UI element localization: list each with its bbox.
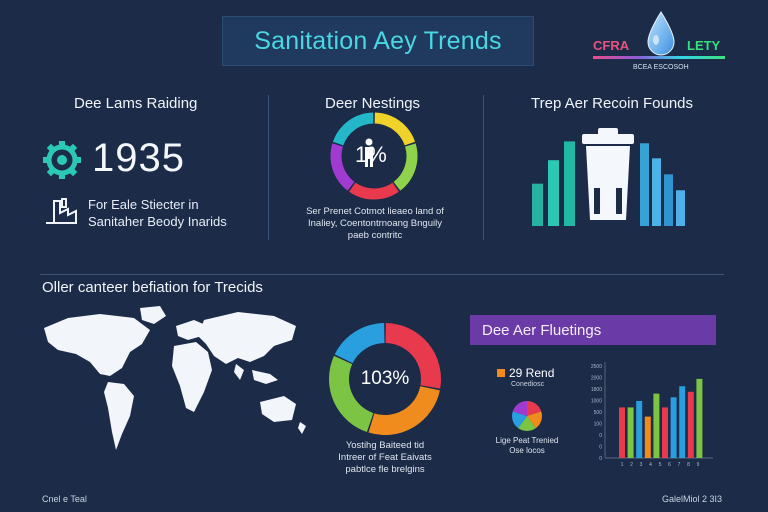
y-tick-label: 1000 [591, 399, 602, 405]
fluetings-heading: Dee Aer Fluetings [470, 315, 716, 345]
panel1-desc-line2: Sanitaher Beody Inarids [88, 214, 227, 229]
panel3-bar [664, 174, 673, 226]
pie-slice [512, 401, 527, 416]
donut-segment [334, 323, 386, 364]
panel2-note: Ser Prenet Cotmot lieaeo land of Inaliey… [290, 206, 460, 242]
panel1-value: 1935 [92, 136, 185, 180]
pie-slice [512, 411, 527, 429]
y-tick-label: 500 [594, 410, 603, 416]
donut-value: 103% [360, 368, 410, 389]
bar [627, 407, 634, 458]
panel1-description: For Eale Stiecter in Sanitaher Beody Ina… [88, 196, 227, 230]
ring-segment [330, 143, 355, 191]
x-tick-label: 6 [668, 462, 671, 468]
bar [619, 407, 625, 458]
bar [687, 391, 694, 458]
panel3-bar [548, 160, 559, 226]
bar [696, 378, 703, 458]
pie-caption: Lige Peat Trenied Ose locos [485, 436, 569, 456]
y-tick-label: 2000 [591, 376, 602, 382]
x-tick-label: 1 [621, 462, 624, 468]
pie-slice [518, 416, 536, 431]
panel2-note-line2: Inaliey, Coentontrnoang Bnguily [308, 218, 442, 229]
x-tick-label: 7 [678, 462, 681, 468]
brand-name-left: CFRA [593, 38, 630, 53]
x-tick-label: 8 [687, 462, 690, 468]
brand-subtitle: BCEA ESCOSOH [633, 64, 689, 71]
footer-left: Cnel e Teal [42, 494, 87, 504]
pie-slice [527, 401, 542, 416]
donut-caption-line1: Yostihg Baiteed tid [345, 440, 425, 451]
x-tick-label: 3 [640, 462, 643, 468]
brand-underline [593, 56, 725, 59]
y-tick-label: 0 [599, 456, 602, 462]
world-map [44, 306, 306, 450]
donut-segment [385, 323, 441, 389]
water-drop-icon [647, 11, 675, 56]
section-divider [40, 274, 724, 275]
panel3-bar-graphic [532, 128, 685, 226]
bar [644, 416, 651, 458]
mini-pie-chart [512, 401, 542, 431]
brand-name-right: LETY [687, 38, 721, 53]
x-tick-label: 2 [630, 462, 633, 468]
pie-caption-line1: Lige Peat Trenied [495, 436, 559, 445]
donut-caption-line3: pabtlce fle brelgins [345, 464, 425, 475]
x-tick-label: 5 [659, 462, 662, 468]
footer-right: GalelMiol 2 3I3 [662, 494, 723, 504]
legend-value: 29 Rend [509, 366, 555, 380]
donut-caption: Yostihg Baiteed tid Intreer of Feat Eaiv… [300, 440, 470, 476]
panel3-bar [652, 158, 661, 226]
y-tick-label: 0 [599, 433, 602, 439]
y-tick-label: 2500 [591, 364, 602, 370]
bar [662, 407, 668, 458]
trash-bin-icon [582, 128, 634, 220]
panel3-bar [564, 141, 575, 226]
bar [636, 400, 643, 458]
page-title: Sanitation Aey Trends [222, 16, 534, 66]
person-icon [365, 138, 373, 167]
pie-slice [527, 411, 542, 429]
y-tick-label: 1800 [591, 387, 602, 393]
y-tick-label: 0 [599, 445, 602, 451]
bar [679, 386, 686, 458]
panel2-heading: Deer Nestings [325, 95, 421, 112]
bar [670, 397, 677, 458]
ring-segment [374, 112, 416, 146]
ring-segment [349, 182, 399, 200]
panel1-heading: Dee Lams Raiding [74, 95, 198, 112]
ring-segment [332, 112, 374, 146]
donut-segment [329, 355, 374, 432]
x-tick-label: 9 [697, 462, 700, 468]
panel2-note-line3: paeb contritc [347, 230, 403, 241]
section-heading: Oller canteer befiation for Trecids [42, 279, 263, 296]
donut-chart [329, 323, 441, 435]
factory-icon [46, 198, 77, 224]
panel3-heading: Trep Aer Recoin Founds [531, 95, 694, 112]
x-tick-label: 4 [649, 462, 652, 468]
divider-right [483, 95, 484, 240]
y-tick-label: 100 [594, 422, 603, 428]
panel1-desc-line1: For Eale Stiecter in [88, 197, 199, 212]
panel3-bar [640, 143, 649, 226]
panel2-note-line1: Ser Prenet Cotmot lieaeo land of [306, 206, 444, 217]
ring-segment [393, 143, 418, 191]
divider-left [268, 95, 269, 240]
brand-logo: CFRA LETY BCEA ESCOSOH [593, 10, 733, 76]
panel3-bar [532, 183, 543, 226]
legend-swatch [497, 369, 505, 377]
panel3-bar [676, 190, 685, 226]
gear-icon [43, 141, 81, 179]
panel2-ring-chart [330, 112, 418, 200]
pie-caption-line2: Ose locos [509, 446, 545, 455]
legend-sub: Conediosc [511, 381, 545, 388]
bar [653, 393, 660, 458]
donut-caption-line2: Intreer of Feat Eaivats [338, 452, 432, 463]
donut-segment [368, 385, 440, 435]
